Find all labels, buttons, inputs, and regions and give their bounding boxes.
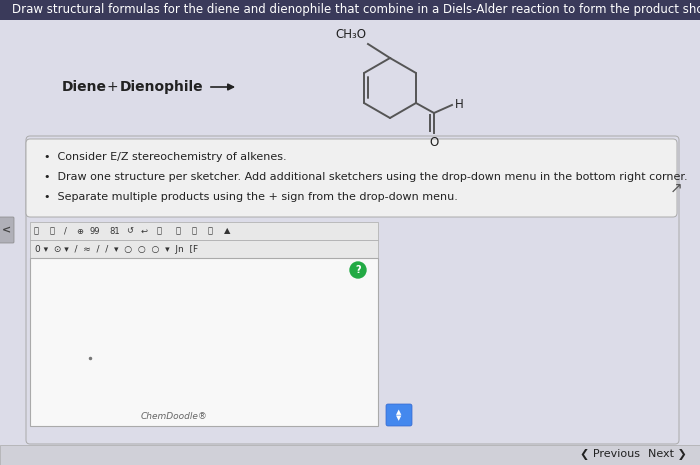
Text: CH₃O: CH₃O <box>335 28 366 41</box>
Circle shape <box>350 262 366 278</box>
Text: •  Consider E/Z stereochemistry of alkenes.: • Consider E/Z stereochemistry of alkene… <box>44 152 286 162</box>
Text: 0 ▾  ⊙ ▾  /  ≈  /  /  ▾  ○  ○  ○  ▾  Jn  [F: 0 ▾ ⊙ ▾ / ≈ / / ▾ ○ ○ ○ ▾ Jn [F <box>35 245 198 253</box>
FancyBboxPatch shape <box>30 258 378 426</box>
FancyBboxPatch shape <box>0 217 14 243</box>
Text: 99: 99 <box>90 226 101 235</box>
Text: 🏠: 🏠 <box>50 226 55 235</box>
Text: •  Draw one structure per sketcher. Add additional sketchers using the drop-down: • Draw one structure per sketcher. Add a… <box>44 172 687 182</box>
Text: •  Separate multiple products using the + sign from the drop-down menu.: • Separate multiple products using the +… <box>44 192 458 202</box>
Text: /: / <box>64 226 67 235</box>
FancyBboxPatch shape <box>30 222 378 240</box>
Text: Diene: Diene <box>62 80 107 94</box>
Text: 🔎: 🔎 <box>192 226 197 235</box>
Text: ?: ? <box>355 265 360 275</box>
Text: Dienophile: Dienophile <box>120 80 204 94</box>
Text: Draw structural formulas for the diene and dienophile that combine in a Diels-Al: Draw structural formulas for the diene a… <box>12 4 700 16</box>
Text: 🦅: 🦅 <box>157 226 162 235</box>
Text: ❮ Previous: ❮ Previous <box>580 449 640 459</box>
Text: ChemDoodle®: ChemDoodle® <box>141 412 207 420</box>
Text: ▲: ▲ <box>224 226 230 235</box>
Text: ↗: ↗ <box>670 180 682 195</box>
Text: 🐾: 🐾 <box>34 226 39 235</box>
Text: 📋: 📋 <box>176 226 181 235</box>
FancyBboxPatch shape <box>0 445 700 465</box>
FancyBboxPatch shape <box>0 0 700 20</box>
Text: Next ❯: Next ❯ <box>648 449 687 459</box>
Text: +: + <box>107 80 118 94</box>
FancyBboxPatch shape <box>30 240 378 258</box>
FancyBboxPatch shape <box>26 139 677 217</box>
FancyBboxPatch shape <box>0 20 700 465</box>
Text: ↩: ↩ <box>141 226 148 235</box>
FancyBboxPatch shape <box>386 404 412 426</box>
Text: 81: 81 <box>109 226 120 235</box>
Text: ⊕: ⊕ <box>76 226 83 235</box>
Text: 🔍: 🔍 <box>208 226 213 235</box>
Text: ↺: ↺ <box>126 226 133 235</box>
Text: ▲
▼: ▲ ▼ <box>396 409 402 421</box>
Text: H: H <box>455 98 463 111</box>
Text: <: < <box>2 225 11 235</box>
Text: O: O <box>429 135 439 148</box>
